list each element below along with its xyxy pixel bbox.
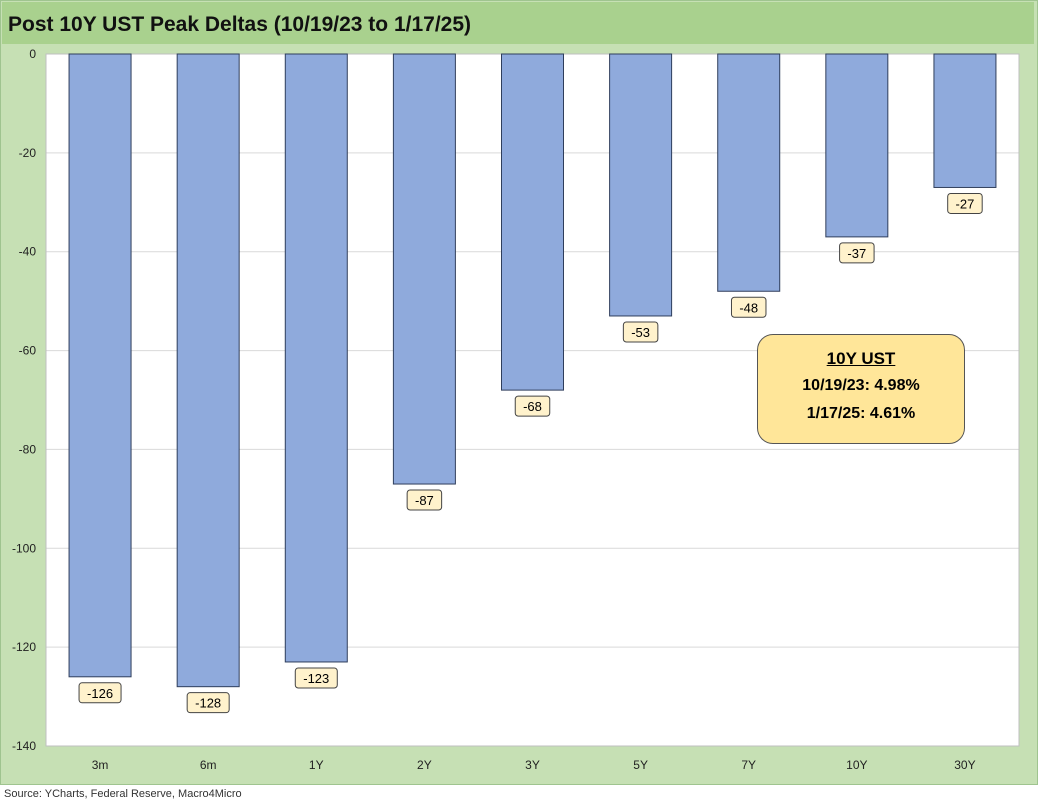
data-label: -123 <box>303 671 329 686</box>
callout-line-1: 10/19/23: 4.98% <box>802 377 920 394</box>
bar-3Y <box>501 53 564 391</box>
x-tick-label: 30Y <box>954 758 975 772</box>
title-bar: Post 10Y UST Peak Deltas (10/19/23 to 1/… <box>2 2 1034 44</box>
data-label: -37 <box>847 246 866 261</box>
bar-1Y <box>284 53 348 663</box>
bar-3m <box>68 53 132 678</box>
x-tick-label: 5Y <box>633 758 648 772</box>
y-tick-label: -20 <box>19 146 37 160</box>
data-label: -68 <box>523 399 542 414</box>
y-tick-label: -140 <box>12 739 36 753</box>
data-label-box <box>514 395 551 417</box>
data-label: -48 <box>739 300 758 315</box>
bar-2Y <box>392 53 456 485</box>
x-tick-label: 6m <box>200 758 217 772</box>
callout-title: 10Y UST <box>826 349 896 368</box>
bar-10Y <box>825 53 889 238</box>
bar-6m <box>176 53 240 688</box>
data-label: -87 <box>415 493 434 508</box>
data-label: -126 <box>87 686 113 701</box>
y-tick-label: -40 <box>19 245 37 259</box>
data-label-box <box>947 192 983 214</box>
data-label-box <box>730 296 767 318</box>
ust-callout-box: 10Y UST 10/19/23: 4.98% 1/17/25: 4.61% <box>757 334 965 444</box>
data-label-box <box>406 489 443 511</box>
y-tick-label: -80 <box>19 442 37 456</box>
x-tick-label: 3m <box>92 758 109 772</box>
y-tick-label: 0 <box>29 47 36 61</box>
chart-title: Post 10Y UST Peak Deltas (10/19/23 to 1/… <box>8 13 472 36</box>
data-label-box <box>78 682 122 704</box>
bar-30Y <box>933 53 997 188</box>
y-tick-label: -60 <box>19 344 37 358</box>
data-label-box <box>294 667 338 689</box>
data-label: -128 <box>195 696 221 711</box>
bar-5Y <box>609 53 673 317</box>
data-label-box <box>622 321 659 343</box>
x-tick-label: 10Y <box>846 758 867 772</box>
y-tick-label: -100 <box>12 541 36 555</box>
data-label-box <box>839 242 875 264</box>
data-label: -53 <box>631 325 650 340</box>
bar-7Y <box>717 53 781 292</box>
data-label: -27 <box>956 196 975 211</box>
x-tick-label: 2Y <box>417 758 432 772</box>
x-tick-label: 1Y <box>309 758 324 772</box>
y-tick-label: -120 <box>12 640 36 654</box>
x-tick-label: 7Y <box>741 758 756 772</box>
bar-chart: 0 -20 -40 -60 -80 -100 -120 -140 -126 3m -128 6m -12… <box>12 47 1020 772</box>
x-tick-label: 3Y <box>525 758 540 772</box>
data-label-box <box>186 692 230 714</box>
callout-line-2: 1/17/25: 4.61% <box>806 405 916 422</box>
source-note: Source: YCharts, Federal Reserve, Macro4… <box>4 788 242 800</box>
